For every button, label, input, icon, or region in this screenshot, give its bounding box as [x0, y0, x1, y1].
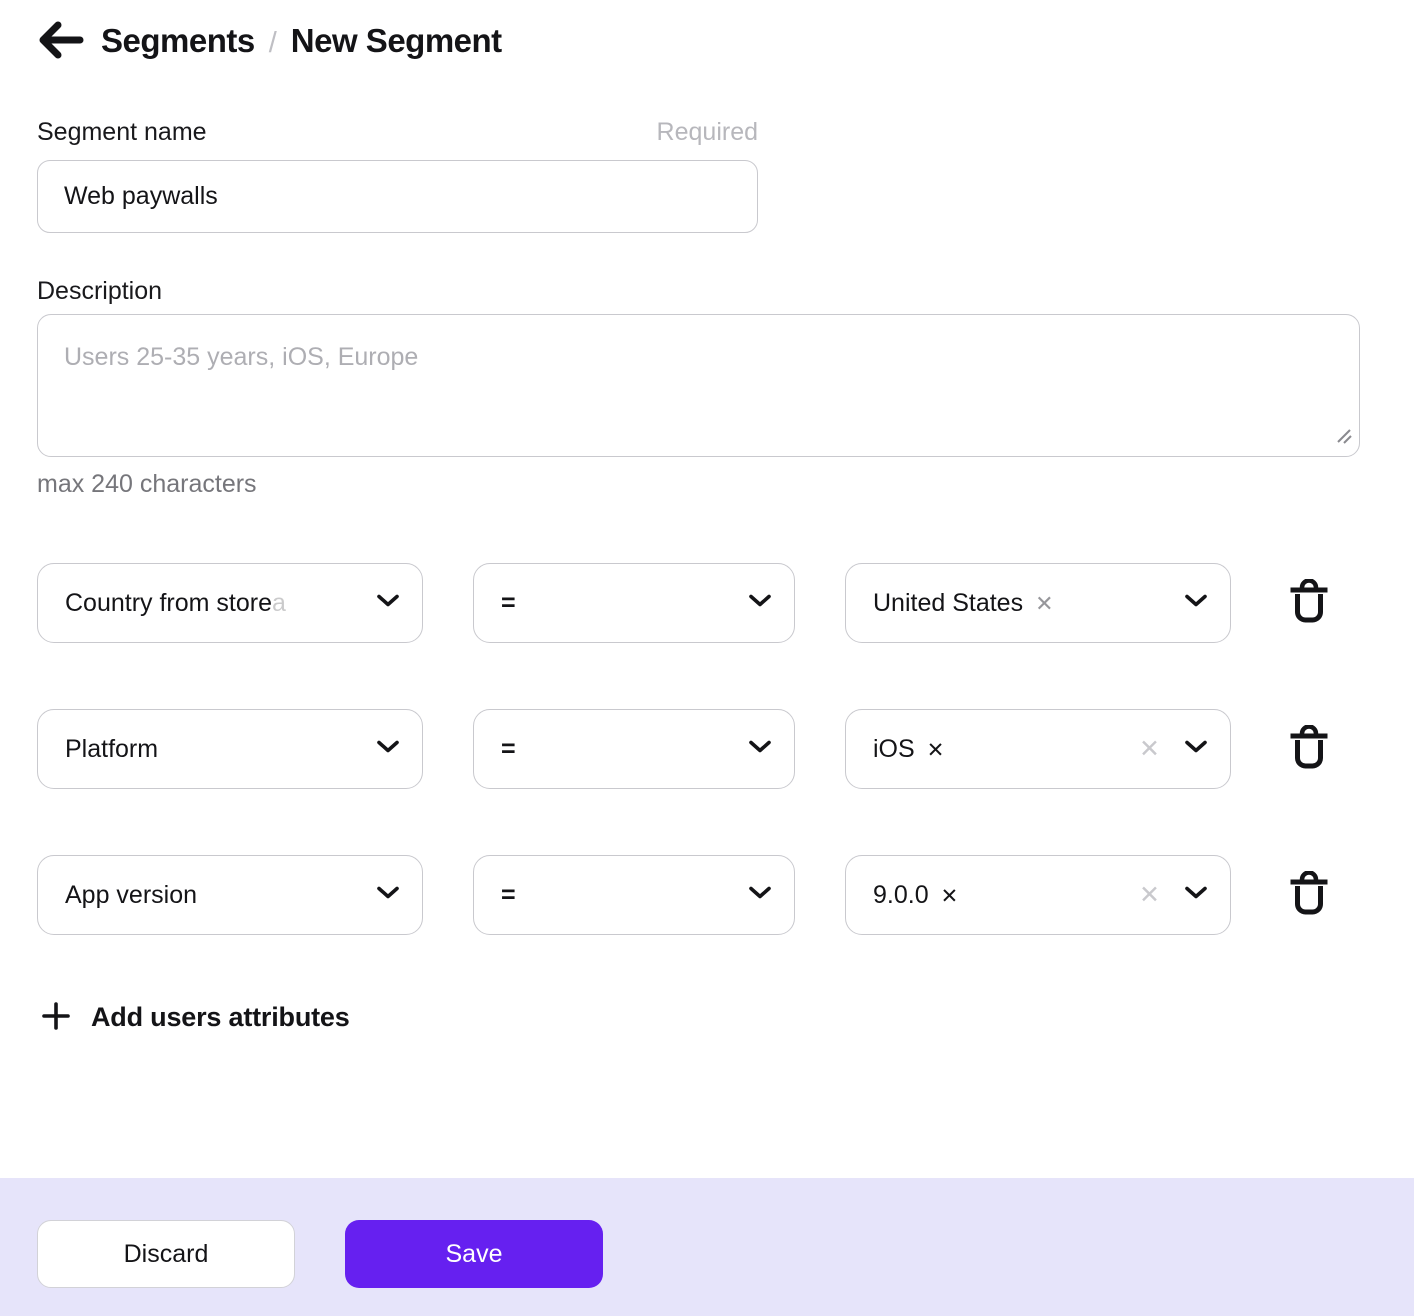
- back-button[interactable]: [37, 21, 85, 61]
- remove-tag-icon[interactable]: ✕: [940, 884, 959, 908]
- segment-name-label-row: Segment name Required: [37, 118, 758, 147]
- value-label: iOS: [873, 734, 915, 763]
- operator-label: =: [501, 880, 516, 909]
- attribute-label-truncated: a: [272, 588, 286, 617]
- attribute-select-app-version[interactable]: App version: [37, 855, 423, 935]
- operator-label: =: [501, 734, 516, 763]
- attribute-label: Platform: [65, 734, 159, 763]
- chevron-down-icon: [376, 739, 400, 760]
- footer-action-bar: Discard Save: [0, 1178, 1414, 1316]
- max-characters-hint: max 240 characters: [37, 470, 257, 498]
- delete-filter-button[interactable]: [1287, 869, 1331, 920]
- page-title: New Segment: [290, 22, 502, 59]
- remove-tag-icon[interactable]: ✕: [926, 738, 945, 762]
- delete-filter-button[interactable]: [1287, 723, 1331, 774]
- operator-select-country[interactable]: =: [473, 563, 795, 643]
- required-hint: Required: [656, 118, 758, 146]
- trash-icon: [1289, 577, 1329, 628]
- save-button[interactable]: Save: [345, 1220, 603, 1288]
- plus-icon: [41, 1001, 71, 1034]
- chevron-down-icon: [376, 593, 400, 614]
- operator-select-platform[interactable]: =: [473, 709, 795, 789]
- segment-name-label: Segment name: [37, 118, 207, 146]
- description-textarea[interactable]: [37, 314, 1360, 457]
- attribute-label: App version: [65, 880, 198, 909]
- delete-filter-button[interactable]: [1287, 577, 1331, 628]
- chevron-down-icon: [1184, 739, 1208, 760]
- arrow-left-icon: [38, 21, 84, 62]
- value-select-platform[interactable]: iOS ✕ ✕: [845, 709, 1231, 789]
- add-users-attributes-label: Add users attributes: [91, 1002, 350, 1032]
- operator-select-app-version[interactable]: =: [473, 855, 795, 935]
- value-label: United States: [873, 588, 1024, 617]
- operator-label: =: [501, 588, 516, 617]
- description-label: Description: [37, 277, 163, 305]
- attribute-select-country[interactable]: Country from storea: [37, 563, 423, 643]
- chevron-down-icon: [376, 885, 400, 906]
- resize-handle-icon[interactable]: [1334, 426, 1354, 451]
- value-select-app-version[interactable]: 9.0.0 ✕ ✕: [845, 855, 1231, 935]
- chevron-down-icon: [1184, 885, 1208, 906]
- clear-selection-icon[interactable]: ✕: [1139, 735, 1160, 763]
- filters-section: Country from storea = United States ✕: [37, 563, 1414, 935]
- filter-row-country: Country from storea = United States ✕: [37, 563, 1414, 643]
- filter-row-platform: Platform = iOS ✕ ✕: [37, 709, 1414, 789]
- description-field-wrap: [37, 314, 1360, 457]
- chevron-down-icon: [748, 593, 772, 614]
- chevron-down-icon: [748, 885, 772, 906]
- breadcrumb-separator: /: [268, 27, 277, 59]
- remove-tag-icon[interactable]: ✕: [1035, 590, 1054, 616]
- segment-name-input[interactable]: [37, 160, 758, 233]
- value-label: 9.0.0: [873, 880, 929, 909]
- breadcrumb-parent[interactable]: Segments: [101, 22, 255, 59]
- attribute-label: Country from store: [65, 588, 273, 617]
- value-select-country[interactable]: United States ✕: [845, 563, 1231, 643]
- chevron-down-icon: [748, 739, 772, 760]
- trash-icon: [1289, 869, 1329, 920]
- trash-icon: [1289, 723, 1329, 774]
- breadcrumb: Segments / New Segment: [101, 22, 502, 60]
- discard-button[interactable]: Discard: [37, 1220, 295, 1288]
- chevron-down-icon: [1184, 593, 1208, 614]
- filter-row-app-version: App version = 9.0.0 ✕ ✕: [37, 855, 1414, 935]
- attribute-select-platform[interactable]: Platform: [37, 709, 423, 789]
- add-users-attributes-button[interactable]: Add users attributes: [41, 1001, 350, 1034]
- header: Segments / New Segment: [0, 0, 1414, 64]
- clear-selection-icon[interactable]: ✕: [1139, 881, 1160, 909]
